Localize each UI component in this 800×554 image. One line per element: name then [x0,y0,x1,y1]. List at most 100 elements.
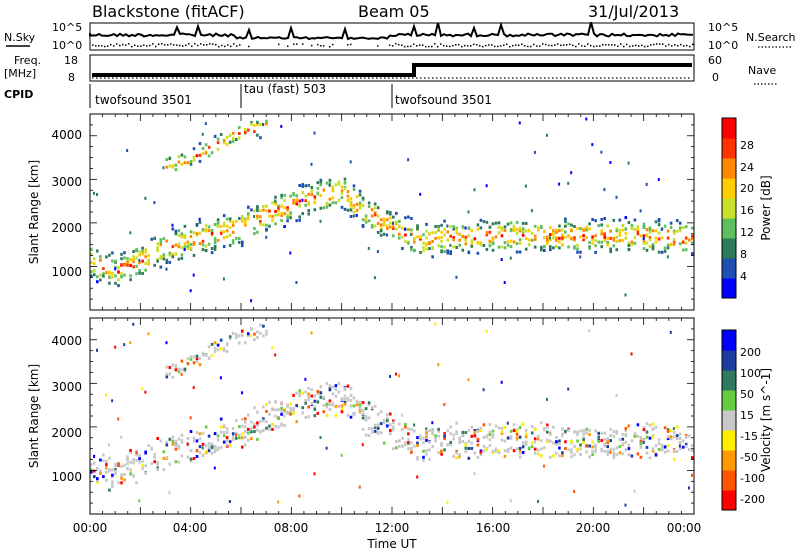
velocity-cell [241,436,244,440]
velocity-cell [416,456,419,459]
power-cell [609,236,612,240]
velocity-cell [479,426,483,430]
power-cell [618,233,622,237]
power-cell [600,229,603,233]
power-cell [138,269,141,272]
power-cell [90,261,93,265]
power-cell [660,250,664,254]
velocity-cell [455,421,458,425]
power-cell [159,255,163,258]
power-cell [503,225,507,229]
velocity-cell [543,427,546,431]
velocity-cell [171,442,175,446]
power-cell [162,237,166,241]
velocity-cell [579,452,582,456]
power-cell [225,135,229,139]
nsearch-point [395,43,397,45]
nsearch-point [623,45,625,48]
power-cell [485,233,489,237]
power-cell [114,274,117,278]
nave-tick-bottom: 0 [712,71,719,84]
velocity-cell [500,380,503,384]
freq-label: Freq. [14,54,41,67]
power-cell [651,243,655,247]
power-cell [186,242,190,246]
power-cell [135,256,138,260]
power-cell [310,186,314,189]
velocity-cell [500,438,504,442]
power-cell [431,247,434,251]
xtick-2000: 20:00 [576,521,611,535]
power-cell [524,221,528,225]
power-cell [648,245,652,249]
power-cell [126,257,129,261]
power-cell [286,208,289,212]
velocity-cell [96,466,99,470]
power-cell [244,218,247,222]
nsearch-point [197,44,199,47]
power-cell [561,236,564,240]
nsearch-point [479,45,481,47]
power-cell [120,257,123,261]
velocity-cell [521,441,525,445]
nsearch-point [419,44,421,46]
velocity-cell [404,425,407,429]
velocity-cell [370,430,374,434]
velocity-cell [358,485,361,489]
power-cell [395,211,398,215]
power-cell [201,228,205,232]
velocity-cell [253,338,256,342]
power-cell [216,221,220,225]
velocity-cell [259,323,262,327]
power-cell [579,250,582,254]
power-cell [413,237,416,241]
power-cell [473,188,476,192]
power-cell [615,235,619,239]
velocity-cell [150,447,153,451]
power-cell [256,123,259,127]
velocity-cell [192,386,195,390]
velocity-cell [180,439,184,442]
nsearch-point [629,45,631,48]
power-cell [111,275,114,279]
power-cell [283,193,286,197]
velocity-cell [540,454,543,458]
velocity-cell [250,334,253,338]
power-colorbar-swatch [722,198,736,219]
velocity-cell [437,429,440,433]
nsearch-point [641,44,643,47]
power-cell [96,249,99,253]
velocity-cell [558,442,561,446]
velocity-cell [244,443,247,447]
power-cell [691,226,694,230]
power-cell [286,206,289,210]
velocity-cell [558,446,561,450]
power-cell [186,240,190,244]
velocity-cell [588,433,591,436]
velocity-cell [126,455,129,459]
nsearch-point [152,43,154,45]
velocity-cell [310,388,314,392]
velocity-cell [280,409,283,413]
power-cell [642,247,646,251]
velocity-cell [93,455,95,458]
power-cell [120,272,123,276]
velocity-cell [298,392,301,396]
velocity-cell [407,447,410,451]
power-cell [512,240,516,244]
nsearch-point [635,44,637,47]
nsearch-point [599,45,601,47]
power-cell [358,203,362,207]
velocity-cell [361,412,365,416]
power-cell [129,278,132,282]
power-cell [259,215,262,219]
cpid-segment-3: twofsound 3501 [395,93,492,107]
power-cell [609,161,612,164]
power-cell [250,208,253,212]
power-cell [452,238,455,242]
nsearch-point [332,43,334,46]
power-cell [684,241,688,245]
freq-trace [92,63,692,77]
velocity-cell [392,425,395,429]
power-cell [549,226,552,229]
